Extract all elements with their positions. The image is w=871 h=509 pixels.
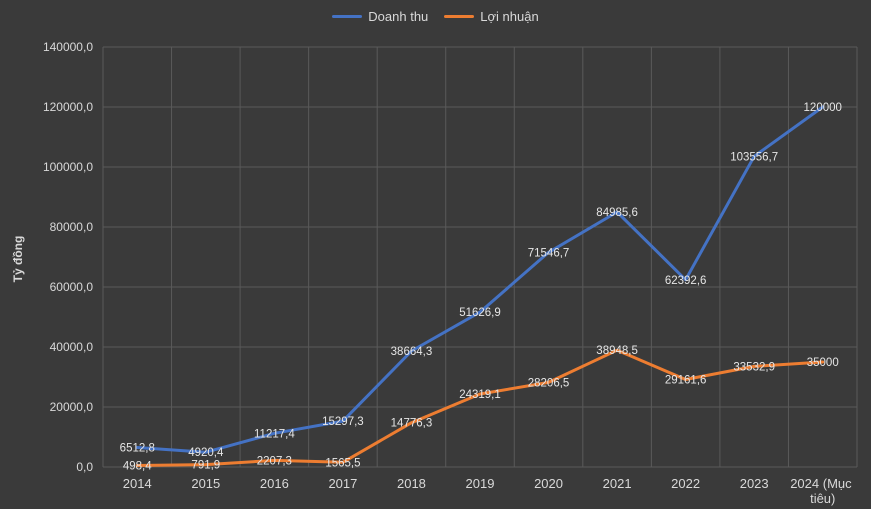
x-tick-label: 2022	[671, 476, 700, 491]
y-tick-label: 80000,0	[50, 220, 94, 234]
data-label-revenue: 11217,4	[254, 428, 295, 440]
legend-swatch-profit	[444, 15, 475, 18]
series-line-profit	[135, 348, 825, 467]
data-label-revenue: 120000	[804, 102, 842, 114]
y-tick-label: 40000,0	[50, 340, 94, 354]
chart-data-labels: 6512,8 4920,4 11217,4 15297,3 38664,3 51626,9…	[120, 102, 842, 473]
data-label-profit: 2207,3	[257, 455, 292, 467]
x-tick-label: 2023	[740, 476, 769, 491]
x-tick-label: 2018	[397, 476, 426, 491]
data-label-revenue: 103556,7	[730, 151, 778, 163]
x-tick-label: 2019	[466, 476, 495, 491]
data-label-revenue: 38664,3	[391, 346, 433, 358]
x-tick-label: 2020	[534, 476, 563, 491]
legend-item-profit: Lợi nhuận	[444, 9, 539, 24]
data-label-profit: 35000	[807, 357, 839, 369]
x-tick-label: 2017	[328, 476, 357, 491]
data-label-profit: 1565,5	[325, 457, 360, 469]
data-label-revenue: 6512,8	[120, 442, 155, 454]
data-label-revenue: 15297,3	[322, 416, 364, 428]
chart-legend: Doanh thu Lợi nhuận	[0, 9, 871, 24]
x-tick-label: 2015	[191, 476, 220, 491]
x-tick-label: 2021	[603, 476, 632, 491]
x-tick-label: 2016	[260, 476, 289, 491]
y-tick-label: 100000,0	[43, 160, 93, 174]
legend-label-profit: Lợi nhuận	[480, 9, 539, 24]
x-axis-ticks: 2014 2015 2016 2017 2018 2019 2020 2021 2022 2023…	[123, 476, 855, 506]
data-label-profit: 29161,6	[665, 375, 707, 387]
x-tick-label: 2014	[123, 476, 152, 491]
data-label-profit: 28206,5	[528, 377, 570, 389]
data-label-revenue: 62392,6	[665, 275, 707, 287]
chart-series	[135, 105, 825, 467]
legend-label-revenue: Doanh thu	[368, 9, 429, 24]
x-tick-label: 2024 (Mục tiêu)	[790, 476, 855, 506]
data-label-profit: 498,4	[123, 461, 152, 473]
legend-item-revenue: Doanh thu	[332, 9, 428, 24]
data-label-profit: 24319,1	[459, 389, 501, 401]
y-tick-label: 0,0	[76, 460, 93, 474]
y-tick-label: 140000,0	[43, 40, 93, 54]
data-label-revenue: 71546,7	[528, 247, 570, 259]
data-label-profit: 14776,3	[391, 418, 433, 430]
data-label-revenue: 4920,4	[188, 447, 224, 459]
chart-grid	[102, 46, 858, 468]
data-label-profit: 791,9	[191, 460, 220, 472]
y-tick-label: 120000,0	[43, 100, 93, 114]
series-line-revenue	[135, 105, 825, 454]
y-tick-label: 20000,0	[50, 400, 94, 414]
legend-swatch-revenue	[332, 15, 363, 18]
y-tick-label: 60000,0	[50, 280, 94, 294]
data-label-profit: 33532,9	[733, 361, 775, 373]
data-label-revenue: 84985,6	[596, 207, 638, 219]
data-label-profit: 38948,5	[596, 345, 638, 357]
data-label-revenue: 51626,9	[459, 307, 501, 319]
y-axis-ticks: 0,0 20000,0 40000,0 60000,0 80000,0 100000,0 1…	[43, 40, 93, 474]
